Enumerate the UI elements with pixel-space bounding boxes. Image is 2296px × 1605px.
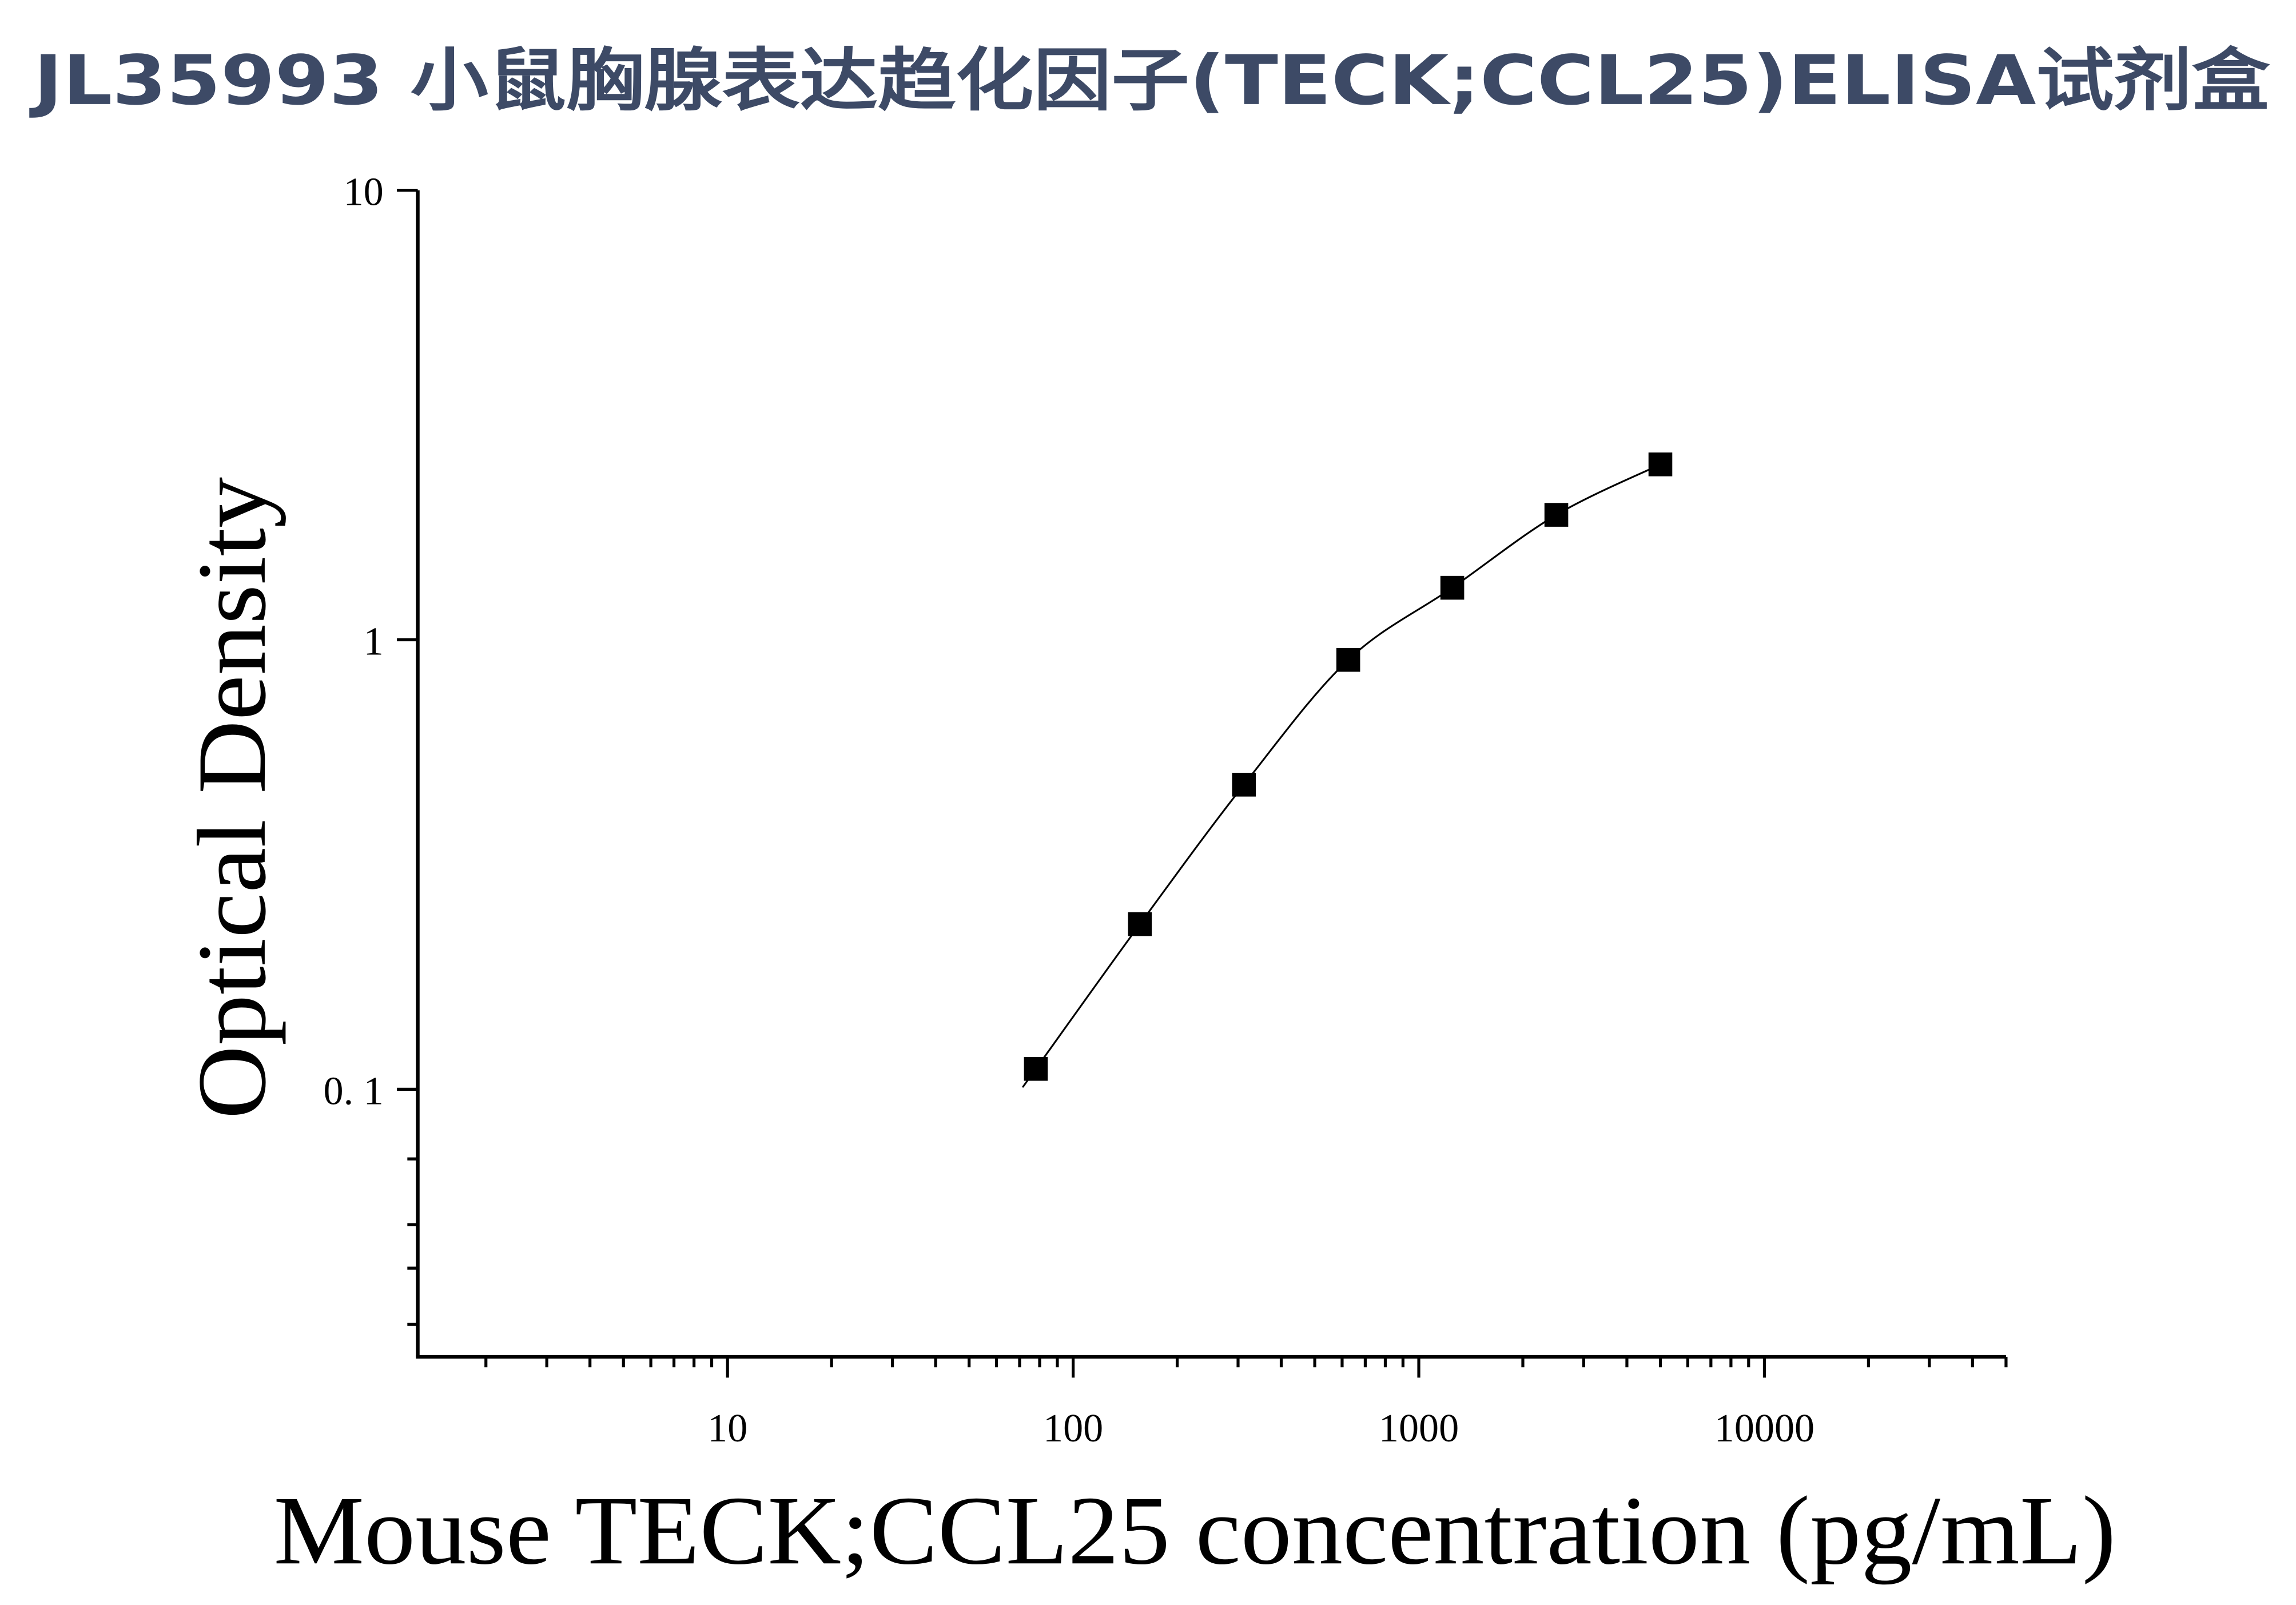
x-axis-title: Mouse TECK;CCL25 concentration (pg/mL) [273, 1476, 2116, 1585]
y-tick-label: 10 [344, 170, 384, 214]
x-tick-label: 100 [1043, 1406, 1103, 1451]
x-tick-label: 10 [707, 1406, 747, 1451]
data-point [1544, 503, 1569, 527]
y-axis-title: Optical Density [178, 477, 286, 1119]
data-point [1232, 773, 1256, 797]
data-point [1128, 912, 1152, 936]
axes: 10 100 1000 10000 10 1 0. 1 [324, 170, 2008, 1451]
data-points [1024, 452, 1673, 1081]
x-tick-label: 1000 [1379, 1406, 1459, 1451]
data-point [1336, 647, 1360, 672]
data-point [1648, 452, 1673, 476]
y-tick-label: 1 [364, 619, 384, 664]
fit-curve-layer [1022, 463, 1661, 1088]
data-point [1440, 575, 1465, 600]
fit-curve [1022, 463, 1661, 1088]
y-tick-label: 0. 1 [324, 1068, 384, 1113]
data-point [1024, 1056, 1048, 1081]
x-tick-label: 10000 [1714, 1406, 1814, 1451]
chart-title: JL35993 小鼠胸腺表达趋化因子(TECK;CCL25)ELISA试剂盒 [29, 41, 2270, 121]
